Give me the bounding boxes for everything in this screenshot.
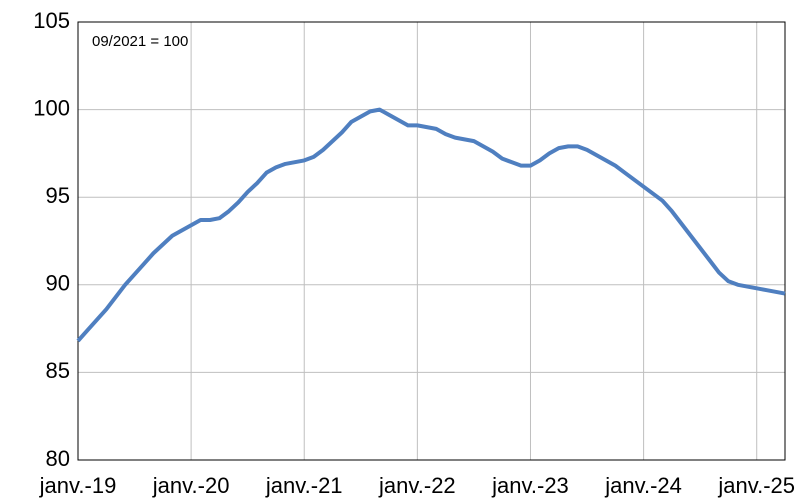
x-tick-label: janv.-20 <box>152 473 230 498</box>
y-tick-label: 80 <box>46 446 70 471</box>
y-tick-label: 85 <box>46 358 70 383</box>
y-tick-label: 90 <box>46 271 70 296</box>
x-tick-label: janv.-25 <box>717 473 795 498</box>
x-tick-label: janv.-23 <box>491 473 569 498</box>
y-tick-label: 105 <box>33 8 70 33</box>
line-series <box>76 107 786 343</box>
annotation: 09/2021 = 100 <box>92 33 188 50</box>
x-tick-label: janv.-19 <box>39 473 117 498</box>
x-tick-label: janv.-21 <box>265 473 343 498</box>
x-tick-label: janv.-22 <box>378 473 456 498</box>
y-tick-label: 95 <box>46 183 70 208</box>
y-tick-label: 100 <box>33 95 70 120</box>
plot-border <box>77 21 786 461</box>
x-tick-label: janv.-24 <box>604 473 682 498</box>
